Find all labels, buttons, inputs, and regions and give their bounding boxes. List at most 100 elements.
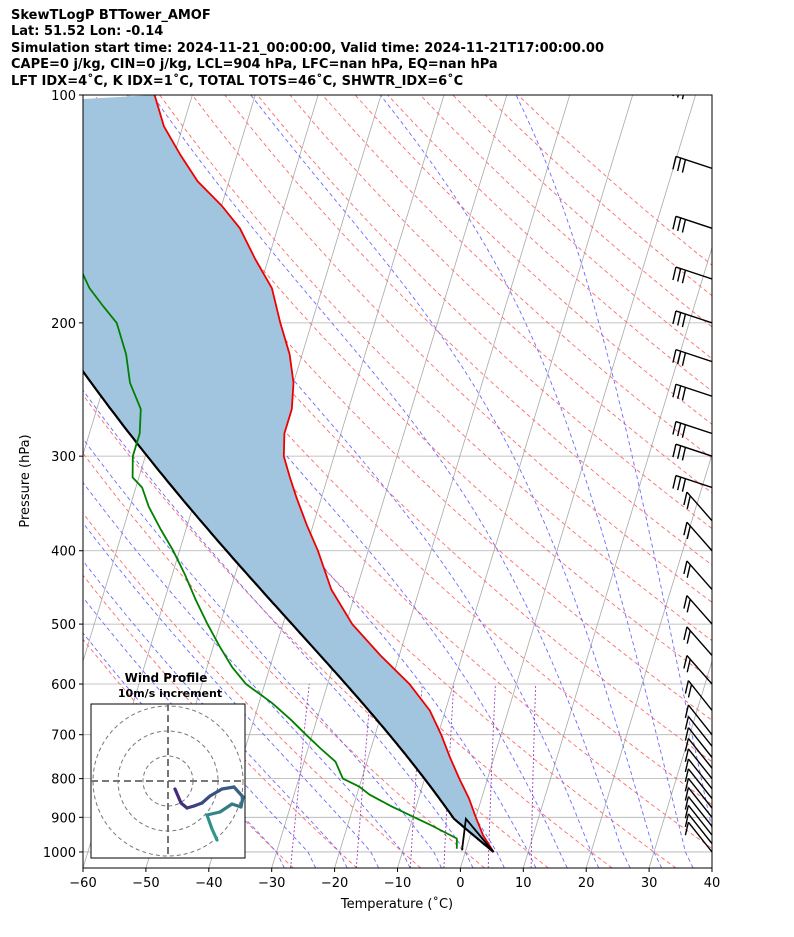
inset-subtitle: 10m/s increment [118, 687, 222, 700]
barb-flag [684, 727, 690, 741]
barb-flag [686, 630, 691, 644]
hodo-segment [210, 827, 219, 842]
hodo-segment [220, 785, 236, 791]
barb-staff [686, 491, 712, 522]
wind-barb-450 [683, 560, 712, 590]
y-tick-label: 900 [51, 811, 76, 826]
barb-flag [672, 216, 677, 230]
wind-barb-225 [672, 348, 712, 366]
barb-flag [686, 495, 691, 509]
x-tick-label: 30 [641, 876, 658, 891]
header-location: Lat: 51.52 Lon: -0.14 [11, 24, 164, 40]
barb-flag [684, 716, 690, 730]
wind-barb-100 [672, 95, 712, 100]
barb-flag [684, 748, 690, 762]
isotherm-20 [585, 453, 712, 868]
barb-flag [681, 352, 687, 366]
y-tick-label: 200 [51, 317, 76, 332]
isotherm-10 [522, 246, 712, 868]
barb-flag [687, 684, 693, 698]
barb-flag [684, 738, 690, 752]
dry-adiabat-190 [484, 95, 712, 297]
wind-barb-330 [672, 474, 712, 492]
barb-flag [683, 560, 688, 575]
barb-flag [676, 445, 682, 459]
moist-adiabat--15 [83, 522, 380, 868]
barb-staff [675, 474, 712, 489]
barb-staff [675, 383, 712, 397]
parcel-profile-line [83, 369, 495, 853]
wind-profile-inset: Wind Profile 10m/s increment [90, 671, 246, 859]
barb-staff [675, 215, 712, 229]
dry-adiabat-90 [159, 95, 712, 642]
header-times: Simulation start time: 2024-11-21_00:00:… [11, 40, 604, 56]
barb-staff [687, 787, 712, 818]
hodo-segment [218, 802, 234, 814]
hodo-segment [205, 813, 214, 831]
barb-flag [676, 217, 682, 232]
barb-staff [675, 155, 712, 170]
barb-flag [684, 704, 690, 719]
barb-flag [681, 313, 687, 328]
header-title: SkewTLogP BTTower_AMOF [11, 8, 211, 23]
barb-flag [676, 476, 682, 491]
hodo-segment [232, 785, 245, 799]
barb-staff [687, 704, 712, 736]
barb-staff [687, 813, 712, 845]
y-tick-label: 300 [51, 450, 76, 465]
moist-adiabat-15 [83, 194, 568, 868]
wind-barb-950 [684, 804, 712, 836]
barb-flag [684, 796, 690, 810]
wind-barb-825 [684, 758, 712, 790]
y-tick-label: 800 [51, 773, 76, 788]
moist-adiabat-25 [151, 95, 631, 868]
y-tick-label: 400 [51, 545, 76, 560]
y-axis: 1000 900 800 700 600 500 400 300 200 100 [43, 89, 83, 861]
moist-adiabat--25 [83, 596, 317, 868]
barb-flag [681, 424, 687, 438]
barb-flag [683, 522, 688, 536]
barb-flag [672, 95, 674, 97]
barb-flag [684, 813, 690, 828]
wind-barb-250 [672, 383, 712, 401]
barb-staff [687, 804, 712, 836]
wind-barb-975 [684, 813, 712, 845]
barb-flag [672, 421, 677, 435]
x-tick-label: −30 [258, 876, 285, 891]
barb-flag [676, 268, 682, 282]
barb-staff [686, 521, 712, 552]
y-tick-label: 1000 [43, 846, 76, 861]
temperature-line [153, 95, 495, 853]
barb-flag [676, 157, 682, 172]
barb-flag [672, 310, 677, 325]
dry-adiabat-130 [289, 95, 712, 494]
wind-barb-125 [672, 155, 712, 173]
barb-staff [709, 95, 712, 96]
x-tick-label: −50 [132, 876, 159, 891]
barb-staff [687, 796, 712, 827]
barb-flag [684, 805, 690, 819]
barb-staff [687, 727, 712, 758]
hodo-segment [200, 794, 212, 805]
dry-adiabat-110 [224, 95, 712, 566]
barb-flag [672, 444, 677, 458]
barb-staff [675, 348, 712, 363]
x-tick-label: 20 [578, 876, 595, 891]
barb-staff [675, 310, 712, 324]
wind-barb-150 [672, 215, 712, 233]
wind-barb-650 [684, 680, 712, 711]
barb-flag [676, 312, 682, 326]
barb-flag [684, 822, 690, 836]
barb-flag [681, 387, 687, 401]
barb-staff [687, 737, 712, 769]
mixing-ratio-8 [530, 683, 537, 868]
barb-staff [687, 777, 712, 809]
wind-barb-775 [684, 737, 712, 769]
wind-barb-875 [684, 777, 712, 809]
barb-flag [683, 595, 688, 609]
wind-barb-725 [684, 716, 712, 747]
barb-flag [683, 491, 688, 506]
wind-barb-925 [684, 796, 712, 827]
x-tick-label: −40 [195, 876, 222, 891]
